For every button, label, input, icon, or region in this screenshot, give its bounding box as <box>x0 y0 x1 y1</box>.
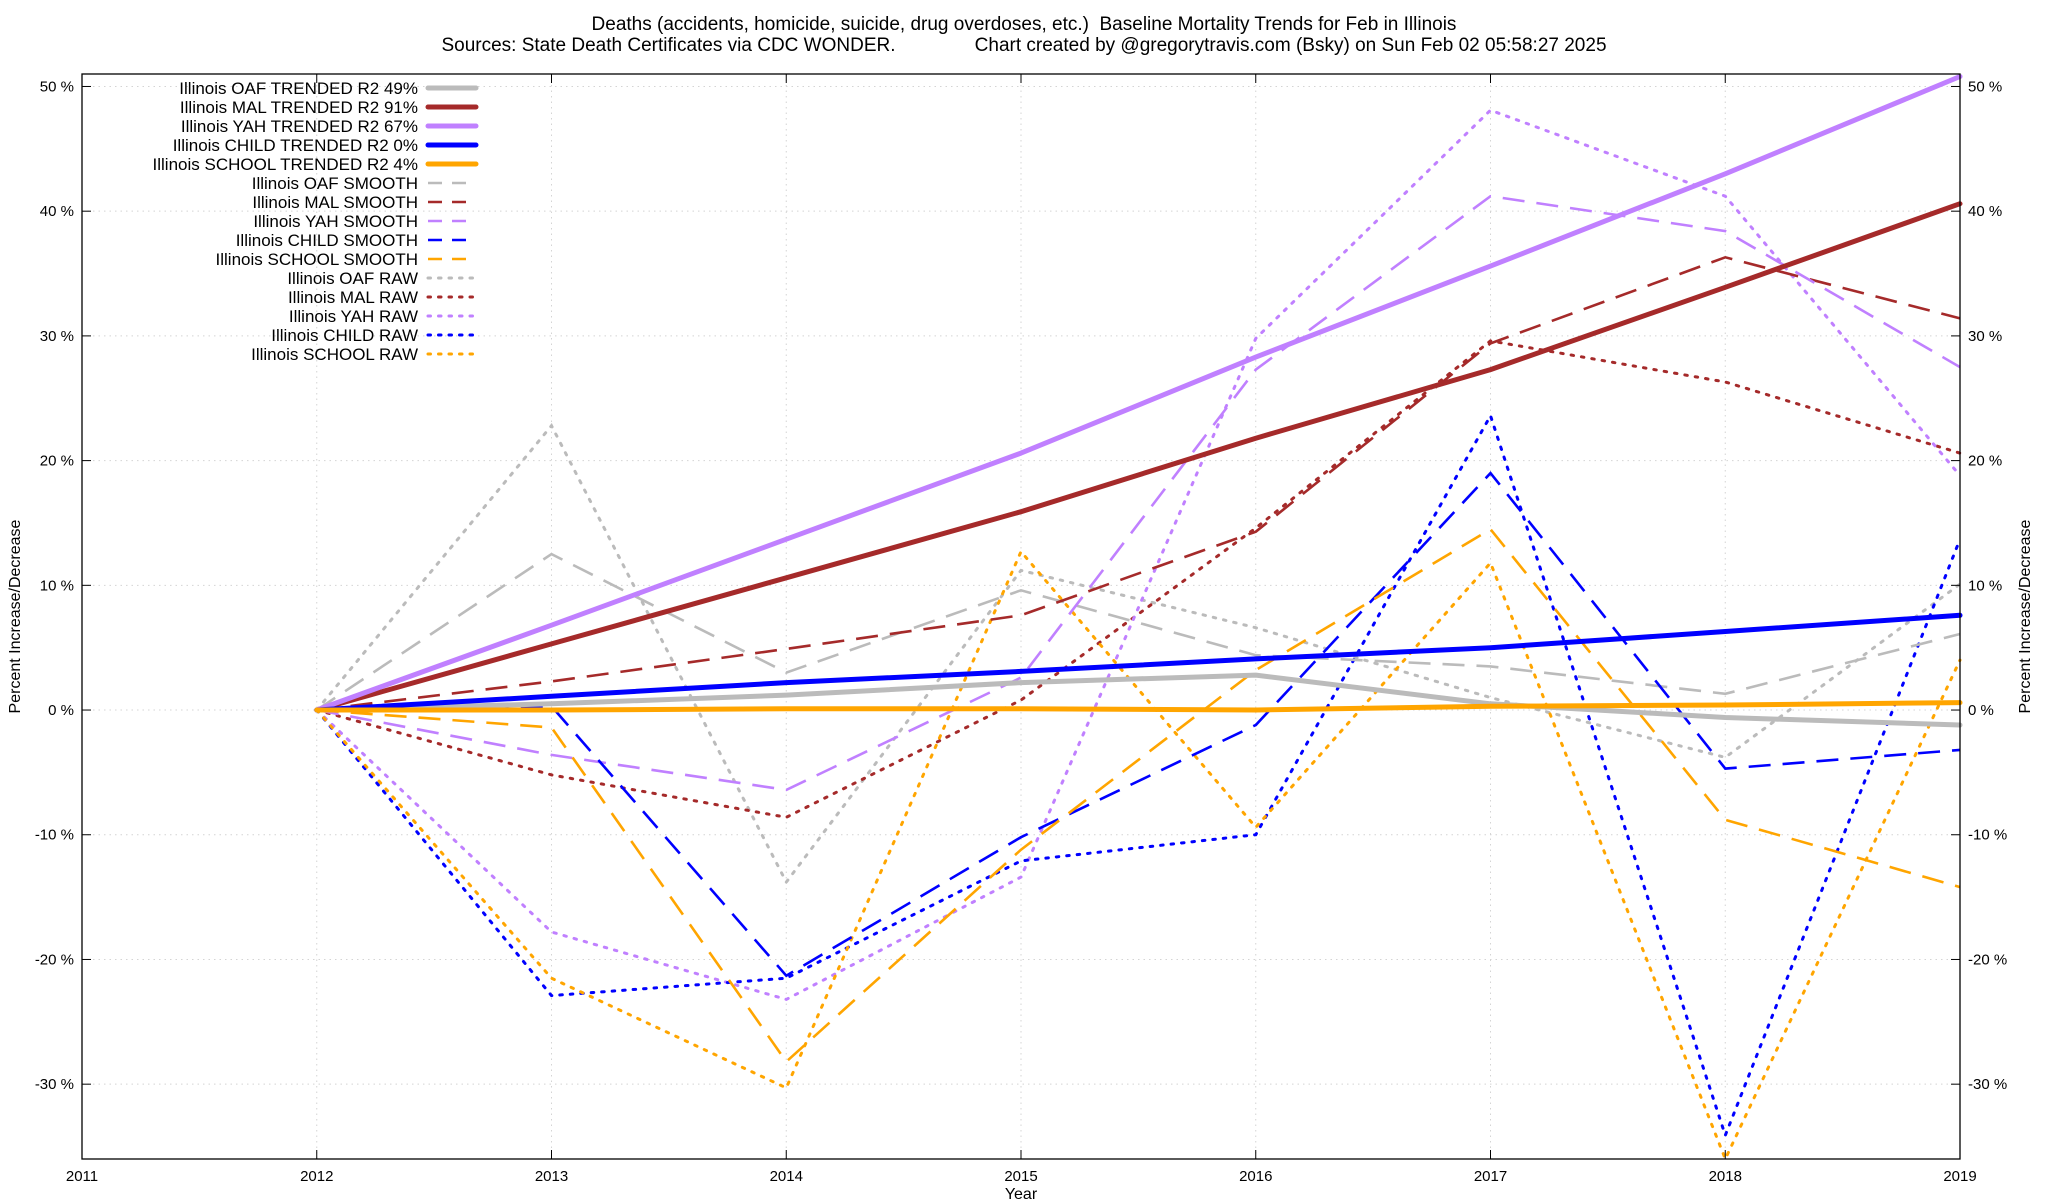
y-tick-label-right: -10 % <box>1968 827 2007 844</box>
y-tick-label-left: 50 % <box>40 78 74 95</box>
y-axis-label: Percent Increase/Decrease <box>7 519 24 713</box>
chart-title: Deaths (accidents, homicide, suicide, dr… <box>591 14 1457 35</box>
legend-entry-label: Illinois OAF TRENDED R2 49% <box>179 79 418 98</box>
chart-titles: Deaths (accidents, homicide, suicide, dr… <box>0 14 2048 56</box>
legend-entry-label: Illinois CHILD SMOOTH <box>236 231 418 250</box>
plot-series <box>314 74 1963 1163</box>
y-tick-label-left: 30 % <box>40 328 74 345</box>
series-line-14 <box>315 411 1962 1140</box>
legend-entry-label: Illinois CHILD TRENDED R2 0% <box>173 136 418 155</box>
series-line-6 <box>316 552 1961 712</box>
legend: Illinois OAF TRENDED R2 49%Illinois MAL … <box>153 79 479 364</box>
legend-entry-label: Illinois MAL SMOOTH <box>252 193 418 212</box>
x-tick-label: 2011 <box>66 1168 98 1185</box>
legend-entry-label: Illinois YAH TRENDED R2 67% <box>181 117 418 136</box>
x-axis-label: Year <box>1005 1186 1038 1200</box>
series-line-15 <box>315 548 1962 1163</box>
y-tick-label-right: 0 % <box>1968 702 1994 719</box>
y-tick-label-left: -30 % <box>35 1076 74 1093</box>
y-tick-label-right: -30 % <box>1968 1076 2007 1093</box>
series-line-8 <box>316 194 1961 792</box>
x-tick-label: 2016 <box>1239 1168 1272 1185</box>
series-line-5 <box>314 700 1963 713</box>
y-tick-label-left: -10 % <box>35 827 74 844</box>
legend-entry-label: Illinois OAF SMOOTH <box>252 174 418 193</box>
series-line-10 <box>316 527 1961 1064</box>
y2-axis-label: Percent Increase/Decrease <box>2017 519 2034 713</box>
x-tick-label: 2018 <box>1709 1168 1742 1185</box>
y-tick-label-left: 0 % <box>48 702 74 719</box>
y-tick-label-right: 50 % <box>1968 78 2002 95</box>
x-tick-label: 2013 <box>535 1168 568 1185</box>
series-line-3 <box>314 74 1963 713</box>
series-line-12 <box>315 339 1962 819</box>
series-line-9 <box>316 471 1961 978</box>
legend-entry-label: Illinois CHILD RAW <box>271 326 418 345</box>
x-tick-label: 2012 <box>300 1168 333 1185</box>
series-line-2 <box>314 201 1963 713</box>
legend-entry-label: Illinois MAL TRENDED R2 91% <box>180 98 418 117</box>
legend-entry-label: Illinois SCHOOL TRENDED R2 4% <box>153 155 418 174</box>
legend-entry-label: Illinois MAL RAW <box>288 288 418 307</box>
series-line-13 <box>315 108 1962 1002</box>
y-tick-label-right: 40 % <box>1968 203 2002 220</box>
y-tick-label-left: 10 % <box>40 577 74 594</box>
series-line-11 <box>315 422 1962 885</box>
axes: 2011 2012 2013 2014 2015 2016 2017 2018 2019 -30 … <box>35 74 2007 1185</box>
series-line-1 <box>314 672 1963 728</box>
y-tick-label-left: 20 % <box>40 453 74 470</box>
y-tick-label-right: 20 % <box>1968 453 2002 470</box>
x-tick-label: 2019 <box>1943 1168 1976 1185</box>
y-tick-label-right: 30 % <box>1968 328 2002 345</box>
y-tick-label-left: -20 % <box>35 951 74 968</box>
series-line-4 <box>314 612 1963 713</box>
y-tick-label-right: -20 % <box>1968 951 2007 968</box>
chart-subtitle: Sources: State Death Certificates via CD… <box>441 35 1607 56</box>
y-tick-label-left: 40 % <box>40 203 74 220</box>
legend-entry-label: Illinois OAF RAW <box>287 269 418 288</box>
legend-entry-label: Illinois SCHOOL RAW <box>251 345 418 364</box>
legend-entry-label: Illinois YAH SMOOTH <box>253 212 418 231</box>
legend-entry-label: Illinois YAH RAW <box>289 307 418 326</box>
x-tick-label: 2017 <box>1474 1168 1507 1185</box>
x-tick-label: 2015 <box>1004 1168 1037 1185</box>
legend-entry-label: Illinois SCHOOL SMOOTH <box>216 250 418 269</box>
y-tick-label-right: 10 % <box>1968 577 2002 594</box>
x-tick-label: 2014 <box>770 1168 803 1185</box>
series-line-7 <box>316 255 1961 712</box>
